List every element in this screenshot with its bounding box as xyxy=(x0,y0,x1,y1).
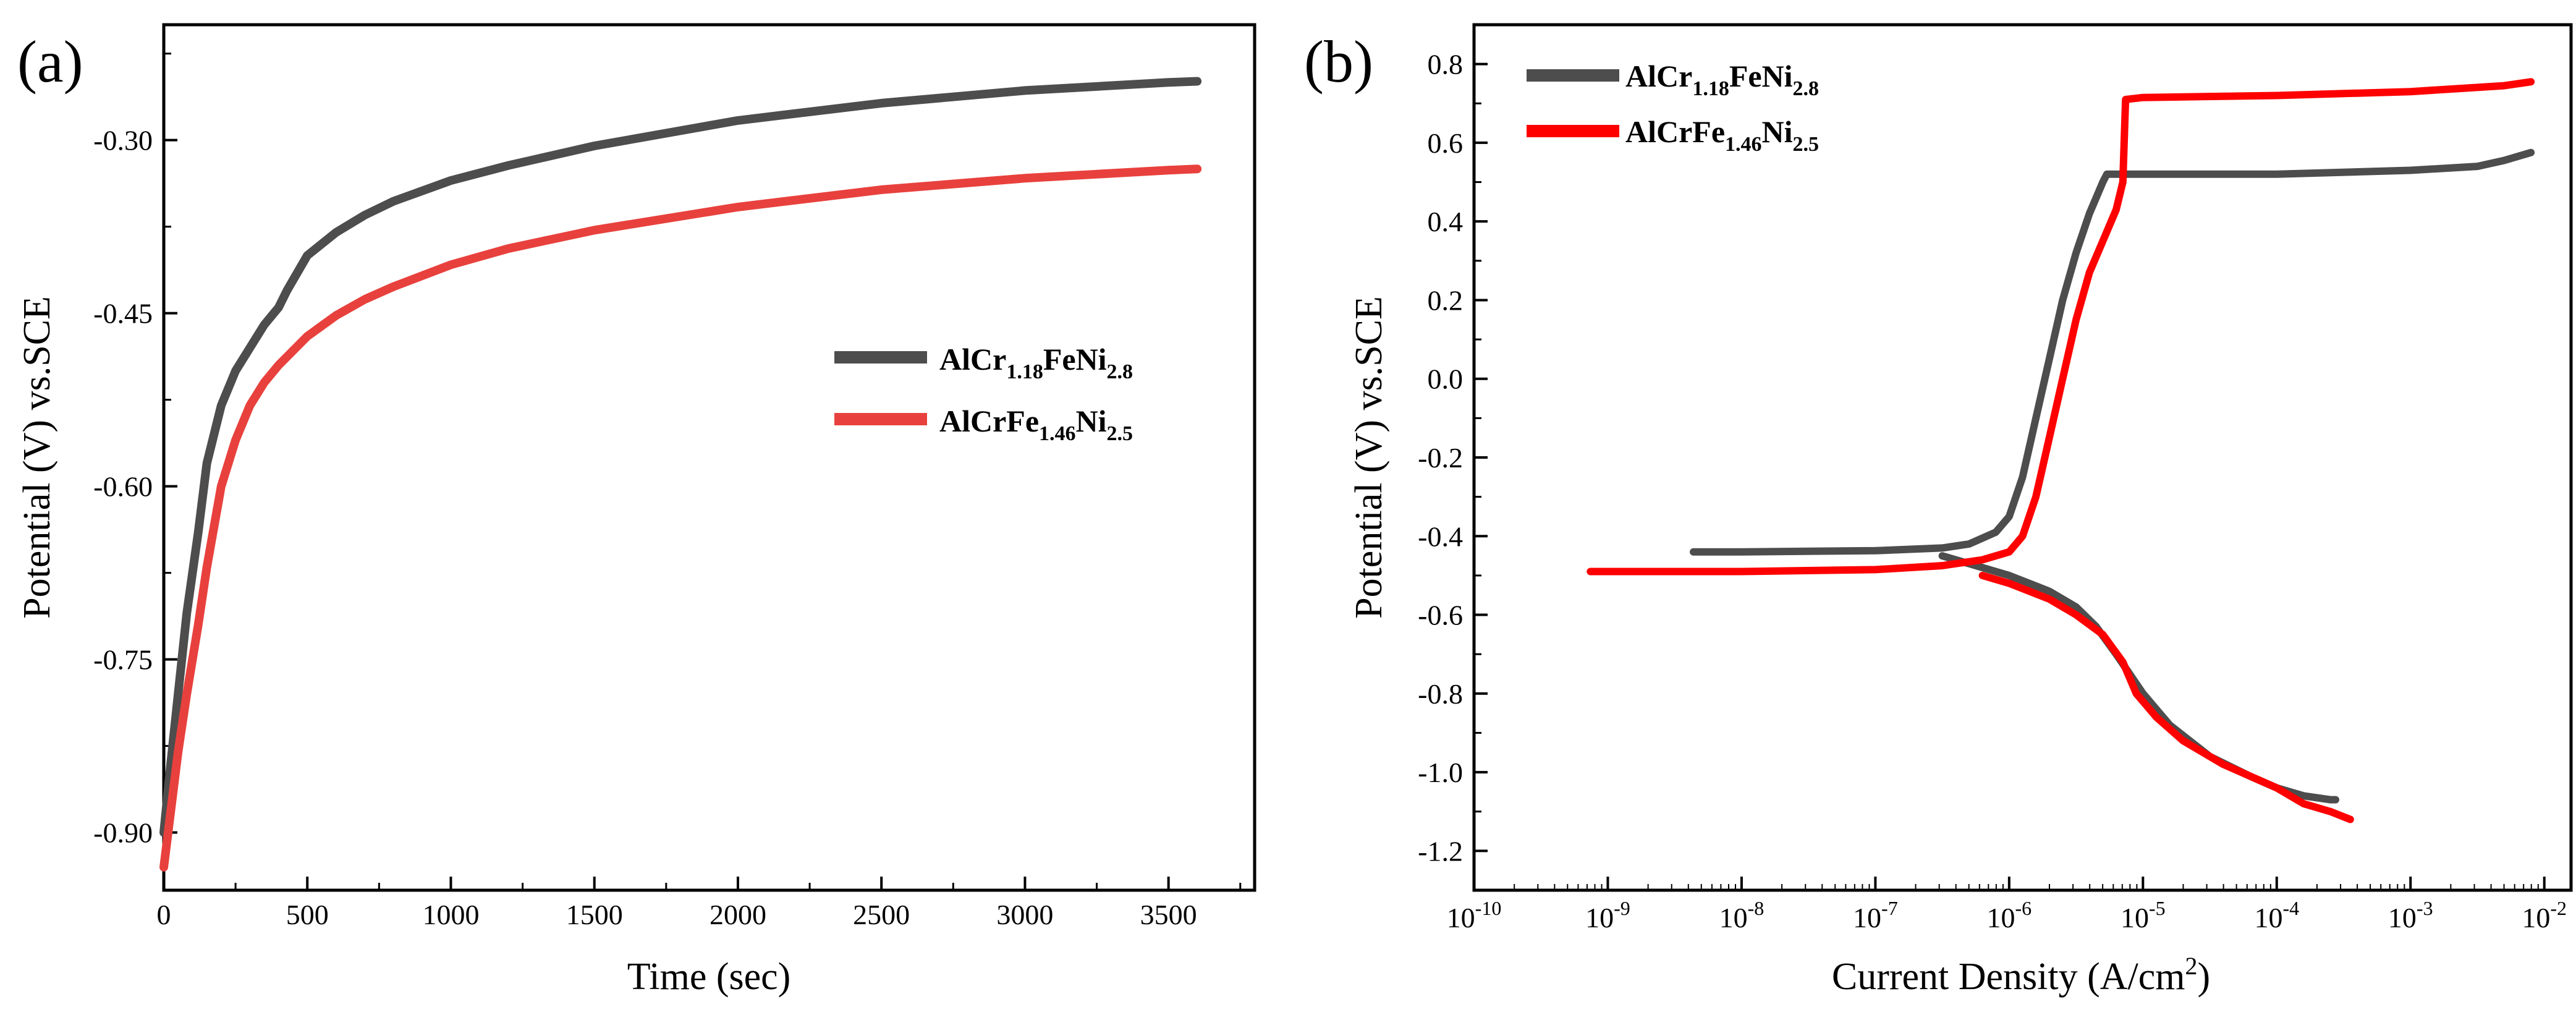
panel-a-label: (a) xyxy=(17,28,83,95)
y-tick-label-a: -0.45 xyxy=(93,298,153,330)
x-tick-label-b: 10-4 xyxy=(2254,897,2299,933)
x-tick-label-b: 10-2 xyxy=(2522,897,2567,933)
x-tick-label-b: 10-6 xyxy=(1987,897,2032,933)
y-axis-ticks-a: -0.90 -0.75 -0.60 -0.45 -0.30 xyxy=(93,53,177,849)
series-line-a-1 xyxy=(159,77,1202,837)
series-group-a xyxy=(159,77,1202,872)
chart-panel-b: (b) 10-10 10-9 10-8 10-7 10-6 10-5 10-4 10-3 10-… xyxy=(1304,23,2573,998)
series-line-b-1-branch-1 xyxy=(1690,148,2535,556)
plot-area-a xyxy=(162,23,1256,892)
y-tick-label-b: -0.4 xyxy=(1418,521,1463,552)
legend-b: AlCr1.18FeNi2.8 AlCrFe1.46Ni2.5 xyxy=(1527,59,1819,156)
y-tick-label-a: -0.60 xyxy=(93,471,153,503)
y-tick-label-a: -0.75 xyxy=(93,644,153,676)
series-line-b-2-branch-1 xyxy=(1587,78,2535,576)
x-tick-label-b: 10-10 xyxy=(1447,897,1502,933)
x-tick-label-b: 10-3 xyxy=(2388,897,2433,933)
x-axis-label-a: Time (sec) xyxy=(627,956,791,998)
y-tick-label-b: -0.6 xyxy=(1418,600,1463,631)
legend-a-label-2: AlCrFe1.46Ni2.5 xyxy=(939,404,1133,445)
y-tick-label-a: -0.90 xyxy=(93,817,153,849)
x-tick-label-a: 2000 xyxy=(710,899,766,930)
legend-b-label-1: AlCr1.18FeNi2.8 xyxy=(1625,59,1819,100)
y-tick-label-b: 0.6 xyxy=(1428,127,1464,159)
series-line-b-2-branch-2 xyxy=(1978,571,2354,823)
x-tick-label-a: 1500 xyxy=(566,899,623,930)
x-tick-label-b: 10-5 xyxy=(2121,897,2166,933)
legend-a-label-1: AlCr1.18FeNi2.8 xyxy=(939,342,1133,383)
series-line-b-1-branch-2 xyxy=(1938,552,2339,804)
y-axis-ticks-b: -1.2 -1.0 -0.8 -0.6 -0.4 -0.2 0.0 0.2 0.4 0.6 0.8 xyxy=(1418,23,1488,867)
x-tick-label-b: 10-7 xyxy=(1853,897,1898,933)
series-group-b xyxy=(1587,78,2535,823)
legend-b-label-2: AlCrFe1.46Ni2.5 xyxy=(1625,114,1819,156)
plot-area-b xyxy=(1472,23,2573,892)
y-tick-label-b: 0.4 xyxy=(1428,206,1464,237)
x-tick-label-a: 500 xyxy=(286,899,329,930)
chart-panel-a: (a) 0 500 1000 1500 2000 2500 3000 3500 -0.90-0… xyxy=(16,23,1256,998)
x-tick-label-a: 0 xyxy=(157,899,171,930)
x-tick-label-a: 2500 xyxy=(853,899,910,930)
x-tick-label-a: 3500 xyxy=(1140,899,1197,930)
y-tick-label-b: -1.0 xyxy=(1418,757,1463,788)
panel-b-label: (b) xyxy=(1304,28,1373,95)
y-axis-label-b: Potential (V) vs.SCE xyxy=(1348,296,1390,619)
y-axis-label-a: Potential (V) vs.SCE xyxy=(16,296,58,619)
y-tick-label-b: -0.8 xyxy=(1418,678,1463,710)
y-tick-label-a: -0.30 xyxy=(93,125,153,156)
y-tick-label-b: 0.8 xyxy=(1428,49,1464,80)
y-tick-label-b: -0.2 xyxy=(1418,442,1463,474)
x-axis-label-b: Current Density (A/cm2) xyxy=(1832,952,2210,998)
y-tick-label-b: -1.2 xyxy=(1418,835,1463,867)
x-tick-label-a: 3000 xyxy=(996,899,1053,930)
legend-a: AlCr1.18FeNi2.8 AlCrFe1.46Ni2.5 xyxy=(834,342,1133,445)
x-axis-ticks-a: 0 500 1000 1500 2000 2500 3000 3500 xyxy=(157,877,1242,930)
x-axis-ticks-b: 10-10 10-9 10-8 10-7 10-6 10-5 10-4 10-3 10-2 xyxy=(1447,877,2567,933)
y-tick-label-b: 0.0 xyxy=(1428,364,1464,395)
series-line-a-2 xyxy=(159,164,1202,872)
x-tick-label-b: 10-9 xyxy=(1585,897,1630,933)
y-tick-label-b: 0.2 xyxy=(1428,284,1464,316)
x-tick-label-a: 1000 xyxy=(422,899,479,930)
x-tick-label-b: 10-8 xyxy=(1719,897,1765,933)
